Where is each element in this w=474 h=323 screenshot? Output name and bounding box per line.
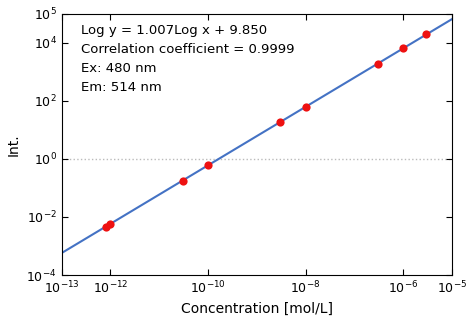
Point [302, 104, 310, 109]
Point [374, 61, 382, 66]
Point [179, 178, 186, 183]
Point [107, 221, 114, 226]
Point [204, 163, 212, 168]
X-axis label: Concentration [mol/L]: Concentration [mol/L] [181, 302, 333, 316]
Y-axis label: Int.: Int. [7, 133, 21, 156]
Point [276, 120, 284, 125]
Text: Log y = 1.007Log x + 9.850
Correlation coefficient = 0.9999
Ex: 480 nm
Em: 514 n: Log y = 1.007Log x + 9.850 Correlation c… [81, 24, 295, 94]
Point [102, 224, 109, 229]
Point [400, 46, 407, 51]
Point [423, 32, 430, 37]
